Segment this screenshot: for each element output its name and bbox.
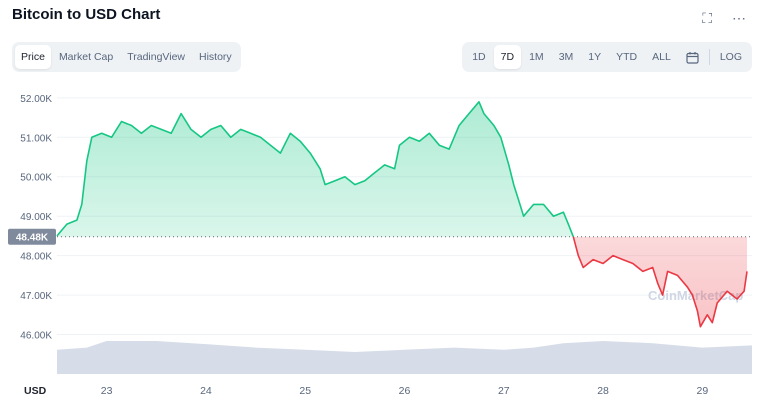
chart-type-tabs: Price Market Cap TradingView History [12,42,241,72]
price-chart: CoinMarketCap 46.00K47.00K48.00K49.00K50… [0,80,768,403]
tab-tradingview[interactable]: TradingView [127,51,185,63]
price-area-up [57,101,747,237]
fullscreen-icon[interactable]: ⛶ [702,10,712,26]
range-3m[interactable]: 3M [558,51,574,63]
y-tick-label: 52.00K [20,94,52,105]
y-tick-label: 49.00K [20,212,52,223]
time-range-selector: 1D 7D 1M 3M 1Y YTD ALL LOG [462,42,752,72]
range-all[interactable]: ALL [652,51,671,63]
volume-area [57,341,752,374]
y-tick-label: 47.00K [20,291,52,302]
x-tick-label: 23 [101,385,113,397]
y-tick-label: 48.00K [20,252,52,263]
y-tick-label: 46.00K [20,331,52,342]
range-divider [708,49,710,65]
more-icon[interactable]: ⋯ [732,10,746,26]
log-toggle[interactable]: LOG [719,51,742,63]
x-tick-label: 27 [498,385,510,397]
calendar-icon[interactable] [679,45,706,69]
range-7d[interactable]: 7D [493,45,522,69]
x-tick-label: 25 [299,385,311,397]
range-1d[interactable]: 1D [472,51,486,63]
x-tick-label: 26 [399,385,411,397]
chart-header-actions: ⛶ ⋯ [702,8,746,28]
x-axis-ticks: 23 24 25 26 27 28 29 [101,385,709,397]
y-tick-label: 51.00K [20,133,52,144]
baseline-tag: 48.48K [8,228,56,245]
x-tick-label: 24 [200,385,212,397]
y-tick-label: 50.00K [20,173,52,184]
price-line-up [56,101,575,237]
tab-history[interactable]: History [199,51,232,63]
x-tick-label: 29 [697,385,709,397]
price-chart-svg: CoinMarketCap 46.00K47.00K48.00K49.00K50… [8,94,752,397]
price-area-down [573,236,747,327]
price-line-down [572,236,748,328]
range-1y[interactable]: 1Y [588,51,602,63]
range-1m[interactable]: 1M [529,51,544,63]
y-axis-ticks: 46.00K 47.00K 48.00K 49.00K 50.00K 51.00K 52.0… [20,94,52,342]
x-tick-label: 28 [597,385,609,397]
baseline-tag-label: 48.48K [16,233,49,244]
page-title: Bitcoin to USD Chart [12,6,161,23]
baseline-tag-bg [8,228,56,245]
tab-price[interactable]: Price [15,45,51,69]
currency-label: USD [24,385,47,397]
tab-market-cap[interactable]: Market Cap [58,51,114,63]
range-ytd[interactable]: YTD [616,51,638,63]
